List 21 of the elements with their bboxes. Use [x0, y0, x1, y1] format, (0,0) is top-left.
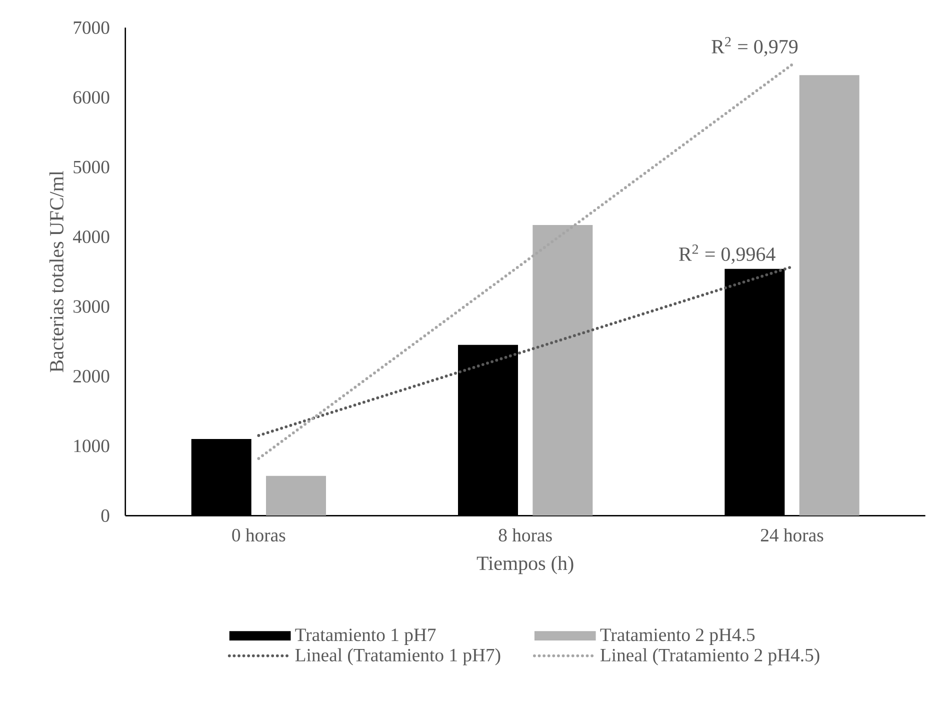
y-axis-title: Bacterias totales UFC/ml	[49, 170, 64, 372]
x-axis-title: Tiempos (h)	[476, 556, 574, 574]
bar	[266, 476, 326, 516]
legend-label: Lineal (Tratamiento 1 pH7)	[295, 648, 500, 666]
legend-label: Tratamiento 1 pH7	[295, 628, 436, 645]
y-tick-label: 3000	[74, 300, 110, 313]
legend-label: Lineal (Tratamiento 2 pH4.5)	[600, 648, 820, 666]
bar	[799, 75, 860, 516]
y-tick-label: 4000	[72, 230, 110, 244]
y-tick-label: 0	[101, 509, 110, 522]
x-tick-label: 8 horas	[498, 528, 552, 542]
x-tick-label: 24 horas	[760, 528, 824, 542]
annotation: R$^{2}$ = 0,979	[712, 37, 798, 56]
annotation: R$^{2}$ = 0,9964	[679, 244, 776, 264]
legend-label: Tratamiento 2 pH4.5	[600, 628, 755, 645]
y-tick-label: 2000	[73, 370, 110, 383]
y-tick-label: 1000	[74, 440, 110, 452]
y-tick-label: 7000	[74, 21, 110, 34]
x-tick-label: 0 horas	[232, 528, 286, 542]
y-tick-label: 5000	[74, 160, 110, 174]
y-tick-label: 6000	[73, 91, 110, 104]
